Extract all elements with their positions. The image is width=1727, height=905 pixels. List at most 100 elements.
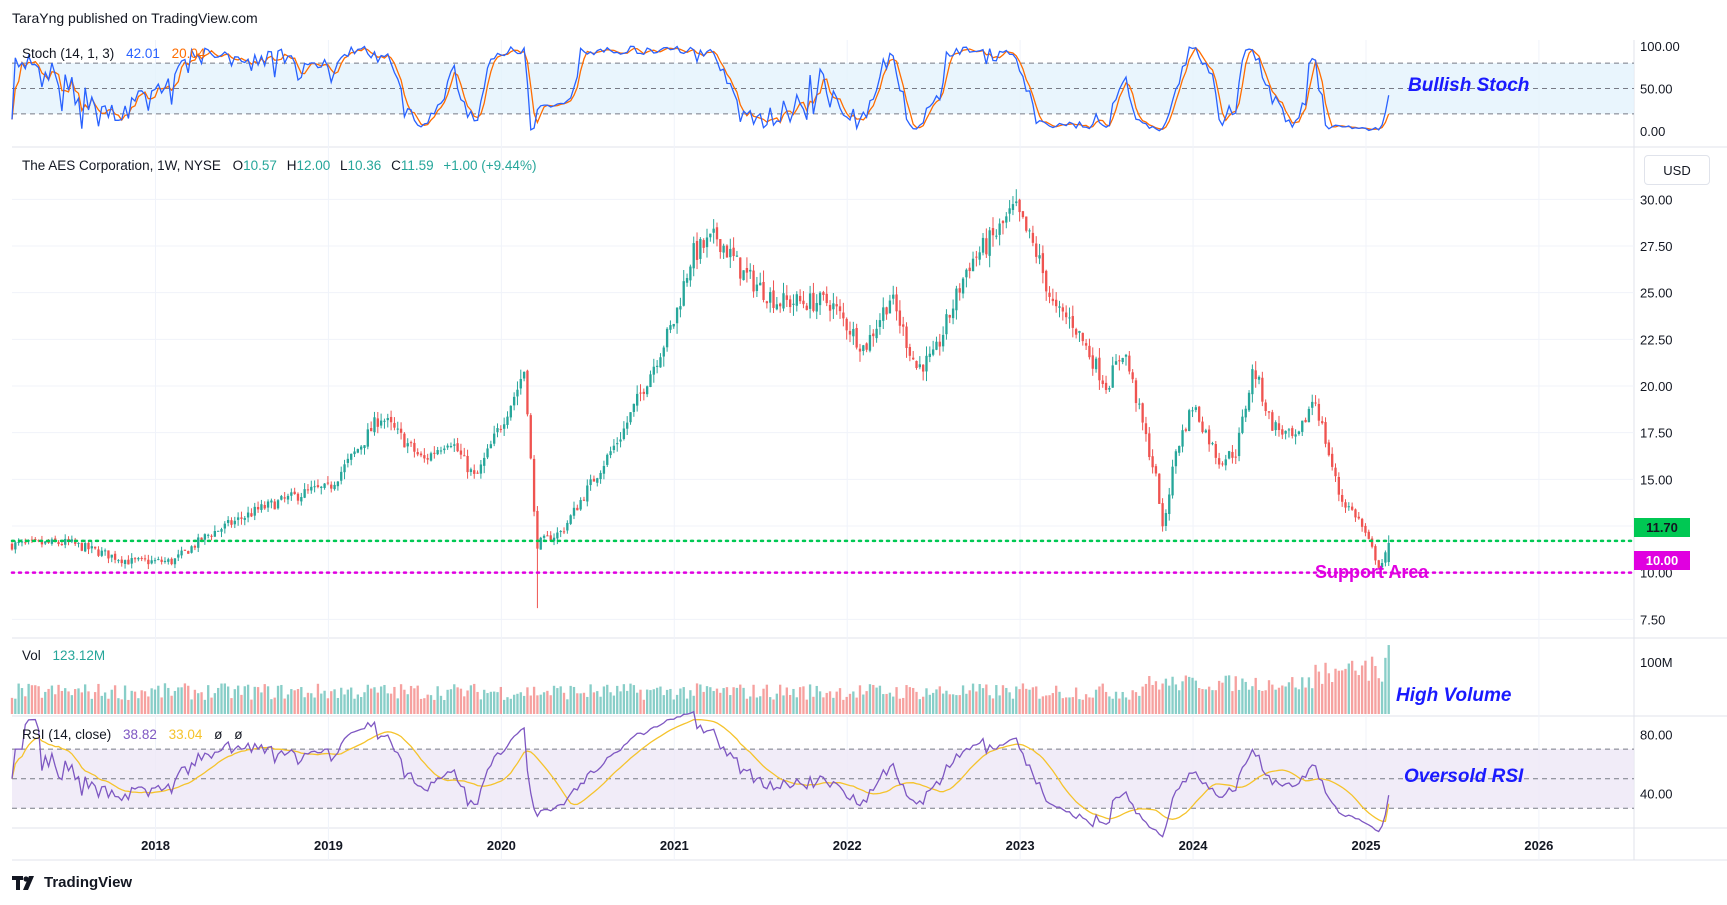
stoch-d-line [11,46,1390,131]
candle-body [1031,232,1035,243]
candle-body [602,466,606,474]
candle-body [502,424,506,429]
candle-body [1317,403,1321,421]
volume-bar [107,698,110,714]
candle-body [386,417,389,421]
candle-body [486,448,489,458]
volume-bar [842,699,845,714]
candle-body [941,334,945,347]
volume-bar [293,690,296,714]
rsi-label: RSI (14, close) [22,727,112,742]
candle-body [260,504,263,510]
candle-body [629,412,632,423]
candle-body [220,529,223,532]
candle-body [30,539,34,541]
volume-bar [1350,660,1354,714]
volume-bar [1018,689,1021,714]
candle-body [1311,401,1314,408]
volume-bar [825,692,828,714]
candle-body [233,520,236,525]
support-area-label[interactable]: Support Area [1315,562,1429,582]
candle-body [878,320,882,327]
candle-body [147,559,150,565]
volume-bar [413,688,416,714]
candle-body [1001,220,1005,224]
candle-body [1231,451,1234,458]
volume-bar [609,692,612,714]
candle-body [1201,421,1204,433]
currency-button[interactable]: USD [1644,155,1710,185]
candle-body [433,452,436,454]
volume-bar [256,687,260,714]
candle-body [679,306,682,310]
candle-body [246,512,250,518]
candle-body [1071,316,1074,328]
volume-bar [1344,668,1347,714]
volume-bar [649,690,652,714]
candle-body [1128,355,1131,372]
candle-body [10,543,14,550]
candle-body [642,391,645,394]
rsi-ma-value: 33.04 [168,727,203,742]
candle-body [1181,430,1184,447]
candle-body [542,535,546,538]
volume-bar [416,685,419,714]
main-legend[interactable]: The AES Corporation, 1W, NYSE O10.57 H12… [22,158,544,173]
volume-bar [1198,688,1201,714]
volume-bar [67,691,70,714]
volume-bar [991,698,995,714]
volume-bar [296,689,300,714]
candle-body [695,240,699,260]
candle-body [1377,560,1380,568]
high-volume-annotation[interactable]: High Volume [1396,685,1512,706]
candle-body [373,417,376,433]
volume-bar [1111,698,1114,714]
volume-bar [935,689,938,714]
volume-bar [559,686,562,714]
candle-body [921,364,925,372]
volume-bar [496,692,499,714]
volume-bar [1104,691,1108,714]
candle-body [616,443,619,445]
volume-bar [1237,689,1241,714]
candle-body [1011,204,1015,210]
oversold-rsi-annotation[interactable]: Oversold RSI [1404,766,1524,787]
rsi-pane [11,710,1634,838]
volume-bar [1334,668,1337,714]
bullish-stoch-annotation[interactable]: Bullish Stoch [1408,75,1530,96]
candle-body [310,486,313,491]
volume-bar [878,685,882,714]
candle-body [376,418,379,427]
candle-body [1141,403,1144,423]
candle-body [389,416,393,423]
volume-bar [705,686,709,714]
rsi-legend[interactable]: RSI (14, close) 38.82 33.04 ø ø [22,727,250,742]
candle-body [586,485,589,502]
tradingview-logo[interactable]: TradingView [12,874,132,891]
candle-body [1134,380,1138,404]
candle-body [1101,380,1104,384]
volume-bar [466,690,469,714]
volume-bar [782,695,785,714]
candle-body [506,416,509,425]
volume-bar [323,690,326,714]
volume-legend[interactable]: Vol 123.12M [22,648,113,663]
candle-body [363,445,366,449]
rsi-ma-line [11,718,1390,822]
volume-bar [1094,689,1098,714]
candle-body [842,312,845,319]
volume-bar [1068,697,1071,714]
volume-bar [1287,682,1291,714]
volume-bar [30,685,34,714]
open-label: O [232,158,244,173]
stoch-legend[interactable]: Stoch (14, 1, 3) 42.01 20.04 [22,46,213,61]
candle-body [493,433,496,444]
candle-body [519,378,522,389]
candle-body [333,484,336,490]
candle-body [253,506,256,516]
candle-body [559,530,562,533]
volume-bar [123,685,127,714]
volume-bar [895,687,898,714]
volume-bar [1088,697,1091,714]
